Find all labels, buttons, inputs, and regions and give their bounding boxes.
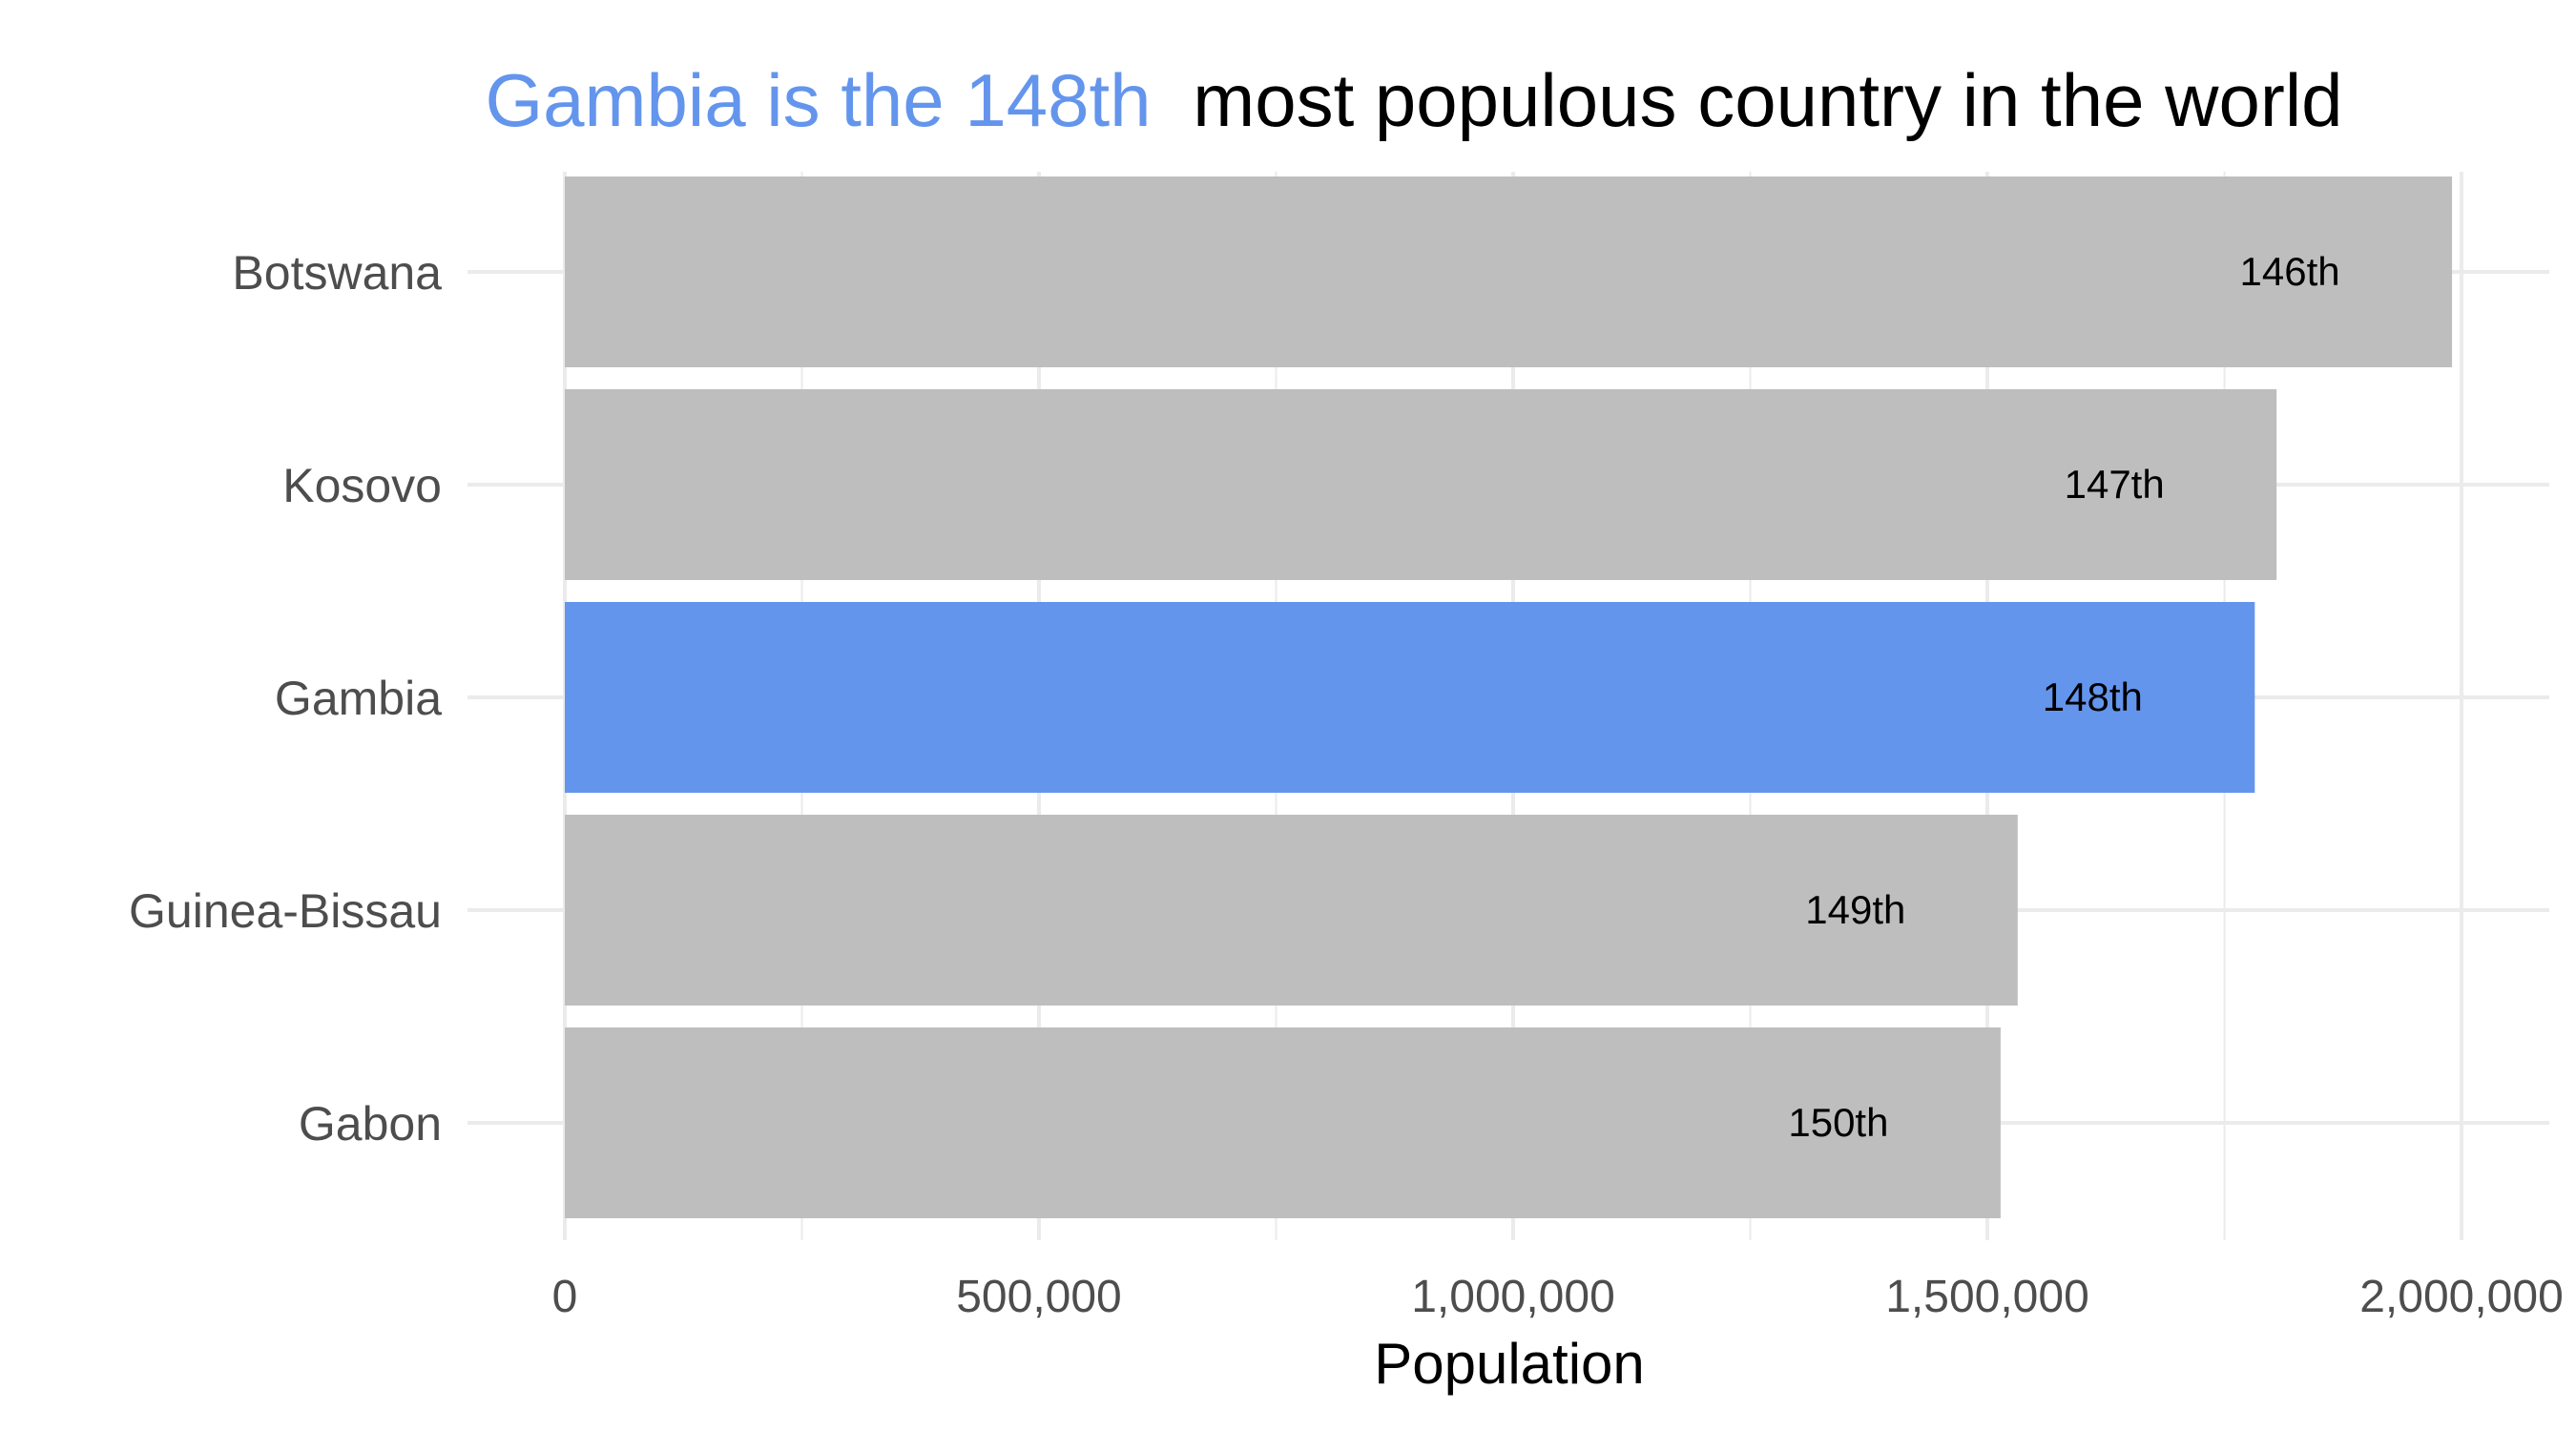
- category-label: Kosovo: [282, 459, 442, 512]
- bar: [565, 176, 2453, 367]
- x-tick-label: 1,000,000: [1411, 1272, 1615, 1322]
- bar-label: 147th: [2065, 462, 2165, 507]
- x-tick-label: 1,500,000: [1885, 1272, 2089, 1322]
- bar-label: 149th: [1805, 887, 1905, 932]
- x-tick-labels: 0 500,000 1,000,000 1,500,000 2,000,000: [552, 1272, 2564, 1322]
- bar-label: 146th: [2240, 249, 2340, 294]
- category-label: Gabon: [299, 1097, 442, 1151]
- bar-label: 150th: [1788, 1100, 1888, 1145]
- bar: [565, 1027, 2001, 1218]
- x-axis-title: Population: [1374, 1332, 1645, 1396]
- x-tick-label: 2,000,000: [2359, 1272, 2564, 1322]
- bar-labels: 146th 147th 148th 149th 150th: [1788, 249, 2339, 1145]
- category-label: Botswana: [232, 246, 442, 300]
- chart-title: Gambia is the 148th most populous countr…: [485, 58, 2342, 142]
- x-tick-label: 500,000: [956, 1272, 1122, 1322]
- bar-label: 148th: [2043, 674, 2143, 719]
- x-tick-label: 0: [552, 1272, 578, 1322]
- bar: [565, 602, 2255, 793]
- bars: [565, 176, 2453, 1218]
- category-label: Gambia: [275, 672, 442, 725]
- bar: [565, 815, 2018, 1006]
- chart-title-rest: most populous country in the world: [1193, 58, 2342, 142]
- chart-title-highlight: Gambia is the 148th: [485, 58, 1151, 142]
- category-label: Guinea-Bissau: [129, 884, 442, 938]
- bar: [565, 389, 2277, 580]
- category-labels: Botswana Kosovo Gambia Guinea-Bissau Gabon: [129, 246, 442, 1151]
